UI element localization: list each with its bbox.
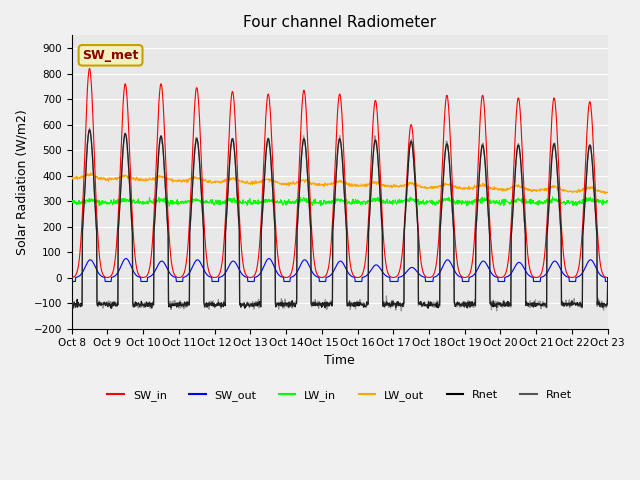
Legend: SW_in, SW_out, LW_in, LW_out, Rnet, Rnet: SW_in, SW_out, LW_in, LW_out, Rnet, Rnet [103, 385, 577, 405]
Y-axis label: Solar Radiation (W/m2): Solar Radiation (W/m2) [15, 109, 28, 255]
Text: SW_met: SW_met [83, 49, 139, 62]
Title: Four channel Radiometer: Four channel Radiometer [243, 15, 436, 30]
X-axis label: Time: Time [324, 354, 355, 367]
